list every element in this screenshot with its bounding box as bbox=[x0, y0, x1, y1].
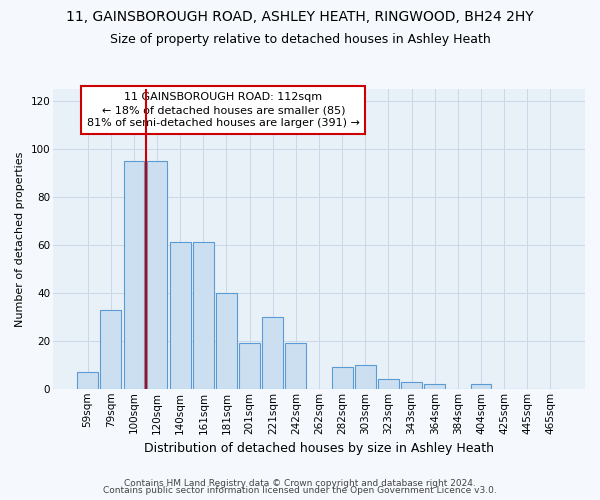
Bar bbox=[77, 372, 98, 389]
Text: Size of property relative to detached houses in Ashley Heath: Size of property relative to detached ho… bbox=[110, 32, 490, 46]
Y-axis label: Number of detached properties: Number of detached properties bbox=[15, 151, 25, 326]
Bar bbox=[124, 161, 145, 389]
Bar bbox=[216, 293, 237, 389]
Bar bbox=[193, 242, 214, 389]
Bar bbox=[146, 161, 167, 389]
Bar bbox=[332, 367, 353, 389]
Text: Contains HM Land Registry data © Crown copyright and database right 2024.: Contains HM Land Registry data © Crown c… bbox=[124, 478, 476, 488]
Bar bbox=[262, 317, 283, 389]
Bar bbox=[470, 384, 491, 389]
Text: 11 GAINSBOROUGH ROAD: 112sqm
← 18% of detached houses are smaller (85)
81% of se: 11 GAINSBOROUGH ROAD: 112sqm ← 18% of de… bbox=[87, 92, 360, 128]
Bar bbox=[401, 382, 422, 389]
Bar bbox=[100, 310, 121, 389]
Bar bbox=[239, 343, 260, 389]
Text: 11, GAINSBOROUGH ROAD, ASHLEY HEATH, RINGWOOD, BH24 2HY: 11, GAINSBOROUGH ROAD, ASHLEY HEATH, RIN… bbox=[66, 10, 534, 24]
Text: Contains public sector information licensed under the Open Government Licence v3: Contains public sector information licen… bbox=[103, 486, 497, 495]
Bar bbox=[286, 343, 307, 389]
Bar bbox=[378, 379, 399, 389]
Bar bbox=[355, 365, 376, 389]
X-axis label: Distribution of detached houses by size in Ashley Heath: Distribution of detached houses by size … bbox=[144, 442, 494, 455]
Bar bbox=[424, 384, 445, 389]
Bar bbox=[170, 242, 191, 389]
